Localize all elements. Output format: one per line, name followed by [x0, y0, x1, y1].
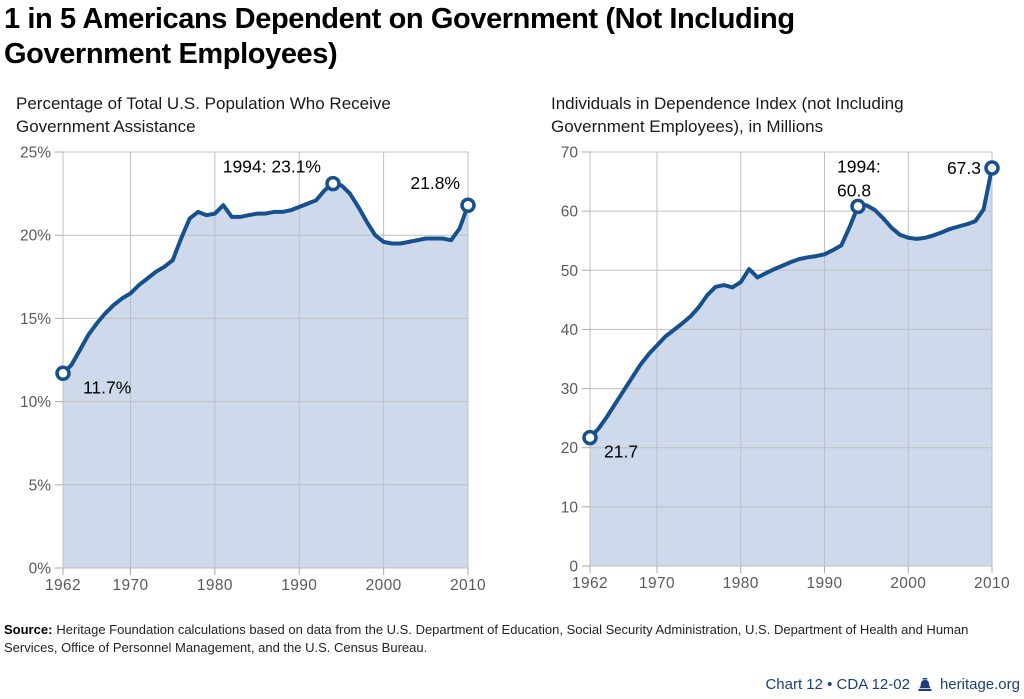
annotation-label: 21.8%	[410, 173, 460, 193]
x-tick-label: 1980	[723, 575, 759, 592]
chart-right-plot: 0 10 20 30 40 50 60 70 1962 1970 1980 1990 2000 2010 2…	[561, 145, 1010, 593]
y-tick-label: 20	[561, 440, 579, 457]
data-point-marker	[582, 429, 598, 446]
source-note: Source: Heritage Foundation calculations …	[4, 621, 1018, 657]
annotation-line: 11.7%	[83, 377, 131, 397]
chart-left-title-line1: Percentage of Total U.S. Population Who …	[16, 94, 391, 113]
data-point-marker	[850, 198, 866, 215]
y-tick-label: 15%	[20, 311, 51, 328]
y-tick-label: 10%	[20, 394, 51, 411]
x-tick-label: 2000	[366, 577, 402, 594]
x-tick-label: 1990	[281, 577, 317, 594]
data-point-marker	[984, 160, 1000, 176]
data-point-marker	[325, 175, 341, 192]
source-text: Heritage Foundation calculations based o…	[4, 622, 969, 655]
y-tick-label: 25%	[20, 145, 51, 162]
x-tick-label: 1970	[639, 575, 675, 592]
page-title-line1: 1 in 5 Americans Dependent on Government…	[4, 3, 795, 35]
annotation-line: 21.8%	[410, 173, 460, 193]
trend-line	[61, 181, 470, 376]
y-tick-label: 10	[561, 499, 579, 516]
y-tick-label: 60	[561, 204, 579, 221]
y-tick-label: 5%	[29, 477, 52, 494]
y-tick-label: 40	[561, 322, 579, 339]
x-tick-label: 2010	[974, 575, 1010, 592]
area-fill	[590, 168, 992, 566]
source-label: Source:	[4, 622, 53, 637]
footer-credits: Chart 12 • CDA 12-02 heritage.org	[765, 676, 1020, 693]
annotation-label: 21.7	[604, 442, 638, 462]
chart-left-title-line2: Government Assistance	[16, 117, 196, 136]
y-tick-label: 0%	[29, 561, 52, 578]
trend-line	[588, 166, 994, 440]
x-tick-label: 1980	[197, 577, 233, 594]
page-title-line2: Government Employees)	[4, 38, 338, 70]
heritage-link[interactable]: heritage.org	[939, 676, 1020, 693]
y-tick-label: 70	[561, 145, 579, 162]
chart-right-title-line2: Government Employees), in Millions	[551, 117, 824, 136]
x-tick-label: 2000	[890, 575, 926, 592]
data-point-marker	[460, 197, 476, 213]
data-point-marker	[55, 365, 71, 382]
annotation-label: 1994: 60.8	[837, 156, 881, 200]
chart-right-title: Individuals in Dependence Index (not Inc…	[551, 92, 1021, 138]
annotation-line: 60.8	[837, 180, 871, 200]
annotation-label: 11.7%	[83, 377, 131, 397]
x-tick-label: 1962	[45, 577, 81, 594]
annotation-line: 67.3	[947, 158, 981, 178]
annotation-label: 67.3	[947, 158, 981, 178]
y-tick-label: 0	[569, 559, 578, 576]
area-fill	[63, 183, 468, 568]
y-tick-label: 30	[561, 381, 579, 398]
annotation-line: 1994: 23.1%	[223, 157, 321, 177]
y-tick-label: 50	[561, 263, 579, 280]
y-tick-label: 20%	[20, 228, 51, 245]
annotation-label: 1994: 23.1%	[223, 157, 321, 177]
chart-left-plot: 0% 5% 10% 15% 20% 25% 1962 1970 1980 1990 2000 2010…	[20, 145, 486, 595]
page-title: 1 in 5 Americans Dependent on Government…	[4, 2, 1004, 72]
chart-left-title: Percentage of Total U.S. Population Who …	[16, 92, 496, 138]
annotation-line: 21.7	[604, 442, 638, 462]
chart-reference: Chart 12 • CDA 12-02	[765, 676, 910, 693]
liberty-bell-icon	[918, 677, 932, 691]
x-tick-label: 2010	[450, 577, 486, 594]
x-tick-label: 1962	[572, 575, 608, 592]
x-tick-label: 1990	[806, 575, 842, 592]
chart-right-title-line1: Individuals in Dependence Index (not Inc…	[551, 94, 904, 113]
annotation-line: 1994:	[837, 156, 881, 176]
x-tick-label: 1970	[112, 577, 148, 594]
